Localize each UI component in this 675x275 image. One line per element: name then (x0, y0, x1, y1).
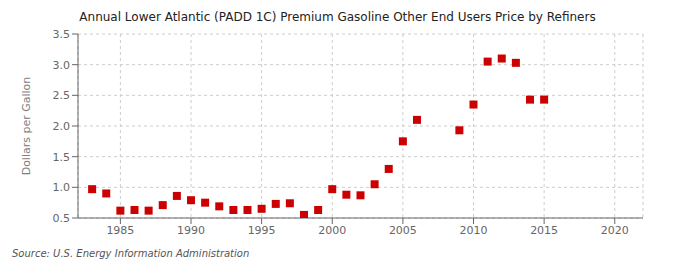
svg-text:2015: 2015 (530, 224, 558, 237)
svg-text:Dollars per Gallon: Dollars per Gallon (20, 77, 33, 176)
svg-text:2020: 2020 (601, 224, 629, 237)
svg-text:1.5: 1.5 (53, 151, 71, 164)
svg-text:3.5: 3.5 (53, 28, 71, 41)
svg-text:0.5: 0.5 (53, 212, 71, 225)
svg-text:3.0: 3.0 (53, 59, 71, 72)
svg-text:1995: 1995 (248, 224, 276, 237)
svg-text:2000: 2000 (318, 224, 346, 237)
html-text:Source: U.S. Energy Informatio: Source: U.S. Energy Information Administ… (12, 248, 250, 259)
svg-text:1990: 1990 (177, 224, 205, 237)
svg-text:1.0: 1.0 (53, 181, 71, 194)
svg-text:2.5: 2.5 (53, 89, 71, 102)
svg-text:1985: 1985 (106, 224, 134, 237)
svg-text:2.0: 2.0 (53, 120, 71, 133)
html-text:Annual Lower Atlantic (PADD 1C: Annual Lower Atlantic (PADD 1C) Premium … (79, 10, 596, 24)
svg-text:2010: 2010 (460, 224, 488, 237)
svg-text:2005: 2005 (389, 224, 417, 237)
